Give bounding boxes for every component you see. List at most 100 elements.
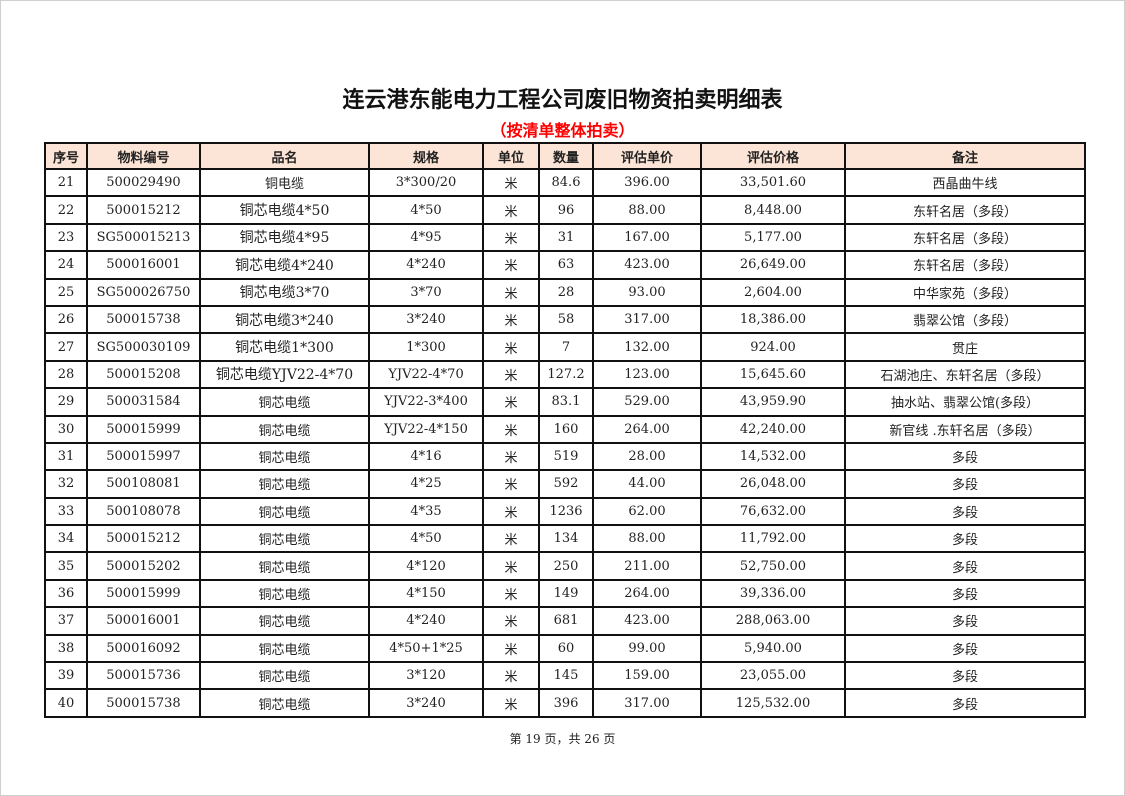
cell-unit-price: 423.00 — [592, 250, 702, 280]
cell-material-code: 500015738 — [86, 688, 201, 718]
column-header-remarks: 备注 — [844, 142, 1086, 170]
column-header-item-name: 品名 — [199, 142, 370, 170]
cell-seq: 40 — [44, 688, 88, 718]
cell-unit-price: 396.00 — [592, 167, 702, 198]
cell-material-code: 500016001 — [86, 606, 201, 636]
table-row: 36 500015999 铜芯电缆 4*150 米 149 264.00 39,336.00 多… — [44, 578, 1086, 609]
table-row: 24 500016001 铜芯电缆4*240 4*240 米 63 423.00 26,649… — [44, 250, 1086, 280]
cell-material-code: 500016092 — [86, 633, 201, 664]
cell-total-price: 26,048.00 — [700, 469, 846, 499]
cell-seq: 35 — [44, 551, 88, 581]
cell-spec: 4*35 — [368, 496, 484, 527]
table-row: 31 500015997 铜芯电缆 4*16 米 519 28.00 14,532.00 多段 — [44, 441, 1086, 472]
cell-item-name: 铜芯电缆 — [199, 606, 370, 636]
cell-spec: 4*25 — [368, 469, 484, 499]
cell-quantity: 58 — [538, 304, 594, 335]
cell-unit: 米 — [482, 469, 540, 499]
cell-spec: 3*240 — [368, 688, 484, 718]
cell-unit: 米 — [482, 496, 540, 527]
cell-spec: 4*240 — [368, 250, 484, 280]
cell-item-name: 铜芯电缆4*95 — [199, 222, 370, 253]
cell-spec: 3*120 — [368, 661, 484, 691]
table-row: 39 500015736 铜芯电缆 3*120 米 145 159.00 23,055.00 多… — [44, 661, 1086, 691]
cell-spec: 4*50 — [368, 195, 484, 225]
cell-spec: 4*240 — [368, 606, 484, 636]
cell-remarks: 东轩名居（多段） — [844, 222, 1086, 253]
table-row: 33 500108078 铜芯电缆 4*35 米 1236 62.00 76,632.00 多段 — [44, 496, 1086, 527]
cell-quantity: 84.6 — [538, 167, 594, 198]
cell-unit: 米 — [482, 167, 540, 198]
cell-seq: 33 — [44, 496, 88, 527]
cell-unit: 米 — [482, 277, 540, 307]
cell-unit: 米 — [482, 304, 540, 335]
cell-seq: 37 — [44, 606, 88, 636]
cell-remarks: 多段 — [844, 469, 1086, 499]
column-header-seq: 序号 — [44, 142, 88, 170]
table-row: 23 SG500015213 铜芯电缆4*95 4*95 米 31 167.00 5,177.… — [44, 222, 1086, 253]
cell-material-code: 500015999 — [86, 414, 201, 444]
cell-quantity: 31 — [538, 222, 594, 253]
cell-quantity: 60 — [538, 633, 594, 664]
cell-material-code: 500015736 — [86, 661, 201, 691]
table-row: 26 500015738 铜芯电缆3*240 3*240 米 58 317.00 18,386… — [44, 304, 1086, 335]
cell-unit: 米 — [482, 633, 540, 664]
cell-total-price: 5,177.00 — [700, 222, 846, 253]
cell-total-price: 76,632.00 — [700, 496, 846, 527]
cell-spec: 4*50+1*25 — [368, 633, 484, 664]
cell-item-name: 铜芯电缆4*50 — [199, 195, 370, 225]
cell-item-name: 铜芯电缆4*240 — [199, 250, 370, 280]
table-row: 40 500015738 铜芯电缆 3*240 米 396 317.00 125,532.00… — [44, 688, 1086, 718]
table-row: 34 500015212 铜芯电缆 4*50 米 134 88.00 11,792.00 多段 — [44, 524, 1086, 554]
cell-remarks: 石湖池庄、东轩名居（多段） — [844, 359, 1086, 390]
cell-material-code: 500015212 — [86, 195, 201, 225]
cell-item-name: 铜芯电缆 — [199, 387, 370, 417]
cell-remarks: 多段 — [844, 688, 1086, 718]
cell-unit: 米 — [482, 524, 540, 554]
cell-unit-price: 88.00 — [592, 524, 702, 554]
column-header-unit-price: 评估单价 — [592, 142, 702, 170]
cell-unit: 米 — [482, 359, 540, 390]
cell-total-price: 5,940.00 — [700, 633, 846, 664]
cell-item-name: 铜芯电缆1*300 — [199, 332, 370, 362]
cell-total-price: 288,063.00 — [700, 606, 846, 636]
cell-material-code: SG500015213 — [86, 222, 201, 253]
column-header-unit: 单位 — [482, 142, 540, 170]
cell-quantity: 145 — [538, 661, 594, 691]
table-row: 25 SG500026750 铜芯电缆3*70 3*70 米 28 93.00 2,604.0… — [44, 277, 1086, 307]
cell-unit: 米 — [482, 606, 540, 636]
cell-remarks: 贯庄 — [844, 332, 1086, 362]
cell-total-price: 924.00 — [700, 332, 846, 362]
page-subtitle: （按清单整体拍卖） — [0, 117, 1125, 141]
cell-quantity: 1236 — [538, 496, 594, 527]
cell-material-code: SG500030109 — [86, 332, 201, 362]
cell-unit: 米 — [482, 222, 540, 253]
cell-item-name: 铜芯电缆 — [199, 688, 370, 718]
cell-seq: 39 — [44, 661, 88, 691]
cell-seq: 31 — [44, 441, 88, 472]
cell-quantity: 63 — [538, 250, 594, 280]
cell-total-price: 8,448.00 — [700, 195, 846, 225]
cell-seq: 38 — [44, 633, 88, 664]
cell-material-code: 500015208 — [86, 359, 201, 390]
column-header-spec: 规格 — [368, 142, 484, 170]
cell-unit: 米 — [482, 332, 540, 362]
cell-material-code: 500108081 — [86, 469, 201, 499]
cell-unit: 米 — [482, 387, 540, 417]
cell-unit-price: 44.00 — [592, 469, 702, 499]
cell-item-name: 铜芯电缆3*70 — [199, 277, 370, 307]
cell-spec: 3*70 — [368, 277, 484, 307]
cell-seq: 29 — [44, 387, 88, 417]
cell-unit-price: 132.00 — [592, 332, 702, 362]
cell-unit-price: 529.00 — [592, 387, 702, 417]
cell-total-price: 26,649.00 — [700, 250, 846, 280]
cell-item-name: 铜芯电缆 — [199, 469, 370, 499]
table-row: 27 SG500030109 铜芯电缆1*300 1*300 米 7 132.00 924.0… — [44, 332, 1086, 362]
cell-spec: YJV22-4*70 — [368, 359, 484, 390]
cell-seq: 34 — [44, 524, 88, 554]
cell-remarks: 西晶曲牛线 — [844, 167, 1086, 198]
column-header-total-price: 评估价格 — [700, 142, 846, 170]
table-row: 38 500016092 铜芯电缆 4*50+1*25 米 60 99.00 5,940.00… — [44, 633, 1086, 664]
cell-unit-price: 159.00 — [592, 661, 702, 691]
cell-item-name: 铜芯电缆 — [199, 578, 370, 609]
cell-spec: 1*300 — [368, 332, 484, 362]
